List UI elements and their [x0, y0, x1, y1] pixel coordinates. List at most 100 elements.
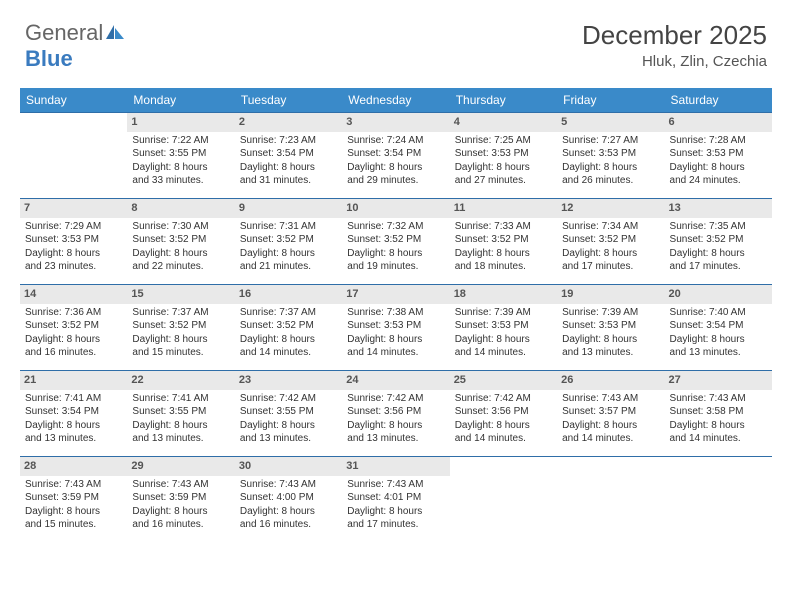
sunset-text: Sunset: 3:53 PM — [562, 319, 659, 333]
sunrise-text: Sunrise: 7:41 AM — [25, 392, 122, 406]
day-cell: 20Sunrise: 7:40 AMSunset: 3:54 PMDayligh… — [665, 285, 772, 371]
sunrise-text: Sunrise: 7:32 AM — [347, 220, 444, 234]
sunrise-text: Sunrise: 7:22 AM — [132, 134, 229, 148]
daylight-text: and 16 minutes. — [132, 518, 229, 532]
sunrise-text: Sunrise: 7:42 AM — [455, 392, 552, 406]
sail-icon — [105, 20, 127, 46]
day-cell — [450, 457, 557, 543]
daylight-text: Daylight: 8 hours — [25, 419, 122, 433]
day-number: 14 — [20, 285, 127, 304]
daylight-text: and 31 minutes. — [240, 174, 337, 188]
daylight-text: and 13 minutes. — [562, 346, 659, 360]
sunrise-text: Sunrise: 7:24 AM — [347, 134, 444, 148]
daylight-text: Daylight: 8 hours — [240, 419, 337, 433]
day-number: 24 — [342, 371, 449, 390]
sunrise-text: Sunrise: 7:28 AM — [670, 134, 767, 148]
day-cell: 2Sunrise: 7:23 AMSunset: 3:54 PMDaylight… — [235, 113, 342, 199]
day-header: Saturday — [665, 88, 772, 113]
sunset-text: Sunset: 3:55 PM — [132, 405, 229, 419]
day-cell: 28 Sunrise: 7:43 AMSunset: 3:59 PMDayligh… — [20, 457, 127, 543]
sunrise-text: Sunrise: 7:31 AM — [240, 220, 337, 234]
sunrise-text: Sunrise: 7:43 AM — [240, 478, 337, 492]
day-header-row: SundayMondayTuesdayWednesdayThursdayFrid… — [20, 88, 772, 113]
day-number: 31 — [342, 457, 449, 476]
day-cell: 14Sunrise: 7:36 AMSunset: 3:52 PMDayligh… — [20, 285, 127, 371]
location: Hluk, Zlin, Czechia — [582, 53, 767, 70]
daylight-text: and 13 minutes. — [240, 432, 337, 446]
sunrise-text: Sunrise: 7:38 AM — [347, 306, 444, 320]
daylight-text: Daylight: 8 hours — [25, 333, 122, 347]
day-number: 26 — [557, 371, 664, 390]
day-cell: 18Sunrise: 7:39 AMSunset: 3:53 PMDayligh… — [450, 285, 557, 371]
daylight-text: Daylight: 8 hours — [347, 247, 444, 261]
daylight-text: Daylight: 8 hours — [347, 505, 444, 519]
week-row: 28Sunrise: 7:43 AMSunset: 3:59 PMDayligh… — [20, 457, 772, 543]
daylight-text: and 13 minutes. — [25, 432, 122, 446]
sunset-text: Sunset: 3:59 PM — [25, 491, 122, 505]
daylight-text: Daylight: 8 hours — [132, 505, 229, 519]
daylight-text: and 13 minutes. — [670, 346, 767, 360]
day-cell: 9Sunrise: 7:31 AMSunset: 3:52 PMDaylight… — [235, 199, 342, 285]
day-number: 6 — [665, 113, 772, 132]
day-number: 28 — [20, 457, 127, 476]
day-cell: 31Sunrise: 7:43 AMSunset: 4:01 PMDayligh… — [342, 457, 449, 543]
sunrise-text: Sunrise: 7:43 AM — [132, 478, 229, 492]
daylight-text: Daylight: 8 hours — [455, 333, 552, 347]
day-cell — [20, 113, 127, 199]
sunrise-text: Sunrise: 7:27 AM — [562, 134, 659, 148]
calendar-body: 1Sunrise: 7:22 AMSunset: 3:55 PMDaylight… — [20, 113, 772, 543]
daylight-text: Daylight: 8 hours — [240, 333, 337, 347]
daylight-text: and 17 minutes. — [347, 518, 444, 532]
sunrise-text: Sunrise: 7:43 AM — [670, 392, 767, 406]
daylight-text: Daylight: 8 hours — [25, 247, 122, 261]
day-cell: 19Sunrise: 7:39 AMSunset: 3:53 PMDayligh… — [557, 285, 664, 371]
day-number: 5 — [557, 113, 664, 132]
daylight-text: and 17 minutes. — [562, 260, 659, 274]
day-cell: 15Sunrise: 7:37 AMSunset: 3:52 PMDayligh… — [127, 285, 234, 371]
daylight-text: Daylight: 8 hours — [25, 505, 122, 519]
sunrise-text: Sunrise: 7:25 AM — [455, 134, 552, 148]
daylight-text: Daylight: 8 hours — [347, 161, 444, 175]
sunset-text: Sunset: 3:52 PM — [347, 233, 444, 247]
sunset-text: Sunset: 4:00 PM — [240, 491, 337, 505]
daylight-text: Daylight: 8 hours — [132, 247, 229, 261]
sunset-text: Sunset: 3:58 PM — [670, 405, 767, 419]
daylight-text: Daylight: 8 hours — [562, 419, 659, 433]
daylight-text: and 29 minutes. — [347, 174, 444, 188]
sunset-text: Sunset: 3:57 PM — [562, 405, 659, 419]
title-block: December 2025 Hluk, Zlin, Czechia — [582, 20, 767, 70]
day-cell: 11Sunrise: 7:33 AMSunset: 3:52 PMDayligh… — [450, 199, 557, 285]
day-number: 17 — [342, 285, 449, 304]
sunset-text: Sunset: 3:52 PM — [670, 233, 767, 247]
sunset-text: Sunset: 3:54 PM — [347, 147, 444, 161]
daylight-text: Daylight: 8 hours — [670, 419, 767, 433]
daylight-text: Daylight: 8 hours — [132, 333, 229, 347]
day-number: 8 — [127, 199, 234, 218]
day-cell: 6Sunrise: 7:28 AMSunset: 3:53 PMDaylight… — [665, 113, 772, 199]
day-number: 22 — [127, 371, 234, 390]
sunrise-text: Sunrise: 7:37 AM — [132, 306, 229, 320]
day-number: 12 — [557, 199, 664, 218]
daylight-text: Daylight: 8 hours — [240, 247, 337, 261]
sunrise-text: Sunrise: 7:42 AM — [347, 392, 444, 406]
logo: GeneralBlue — [25, 20, 127, 72]
day-cell: 3 Sunrise: 7:24 AMSunset: 3:54 PMDaylight… — [342, 113, 449, 199]
logo-text-general: General — [25, 20, 103, 45]
sunset-text: Sunset: 3:53 PM — [455, 319, 552, 333]
daylight-text: and 17 minutes. — [670, 260, 767, 274]
day-number: 3 — [342, 113, 449, 132]
daylight-text: Daylight: 8 hours — [240, 505, 337, 519]
day-cell: 10 Sunrise: 7:32 AMSunset: 3:52 PMDayligh… — [342, 199, 449, 285]
daylight-text: and 21 minutes. — [240, 260, 337, 274]
daylight-text: and 18 minutes. — [455, 260, 552, 274]
day-cell: 4Sunrise: 7:25 AMSunset: 3:53 PMDaylight… — [450, 113, 557, 199]
day-number: 10 — [342, 199, 449, 218]
day-number: 15 — [127, 285, 234, 304]
day-cell — [665, 457, 772, 543]
daylight-text: and 24 minutes. — [670, 174, 767, 188]
daylight-text: and 14 minutes. — [240, 346, 337, 360]
sunrise-text: Sunrise: 7:43 AM — [25, 478, 122, 492]
day-number: 20 — [665, 285, 772, 304]
sunrise-text: Sunrise: 7:36 AM — [25, 306, 122, 320]
day-cell: 24Sunrise: 7:42 AMSunset: 3:56 PMDayligh… — [342, 371, 449, 457]
